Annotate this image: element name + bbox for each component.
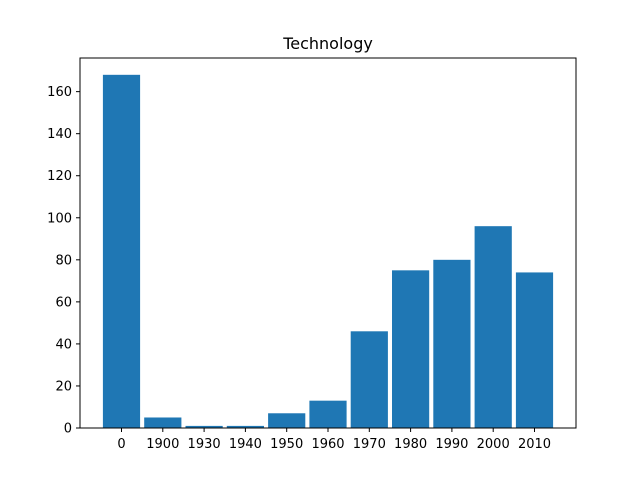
bar-1990 xyxy=(433,259,471,428)
y-tick-label: 160 xyxy=(47,85,72,100)
x-tick-label: 1990 xyxy=(435,437,468,452)
y-tick-label: 60 xyxy=(55,295,72,310)
plot-frame xyxy=(79,57,577,429)
x-tick-label: 1960 xyxy=(311,437,344,452)
bar-1900 xyxy=(144,417,182,428)
bar-1960 xyxy=(309,400,347,428)
y-axis: 0 20 40 60 80 100 120 140 160 xyxy=(47,85,80,437)
bar-1950 xyxy=(268,413,306,428)
y-tick-label: 0 xyxy=(64,422,72,437)
y-tick-label: 100 xyxy=(47,211,72,226)
x-tick-label: 1980 xyxy=(394,437,427,452)
x-tick-label: 1940 xyxy=(229,437,262,452)
x-axis: 0 1900 1930 1940 1950 1960 1970 1980 1990 2000 201… xyxy=(117,428,551,452)
bar-1980 xyxy=(392,270,430,428)
chart-title: Technology xyxy=(282,34,373,53)
y-tick-label: 20 xyxy=(55,379,72,394)
bar-1970 xyxy=(350,331,388,428)
y-tick-label: 120 xyxy=(47,169,72,184)
x-tick-label: 1900 xyxy=(146,437,179,452)
x-tick-label: 2000 xyxy=(477,437,510,452)
bars-group xyxy=(102,74,554,428)
x-tick-label: 1950 xyxy=(270,437,303,452)
bar-2000 xyxy=(474,226,512,428)
x-tick-label: 1930 xyxy=(188,437,221,452)
y-tick-label: 80 xyxy=(55,253,72,268)
x-tick-label: 2010 xyxy=(518,437,551,452)
x-tick-label: 1970 xyxy=(353,437,386,452)
x-tick-label: 0 xyxy=(117,437,125,452)
bar-1930 xyxy=(185,425,223,428)
y-tick-label: 140 xyxy=(47,127,72,142)
y-tick-label: 40 xyxy=(55,337,72,352)
bar-0 xyxy=(102,74,141,428)
bar-2010 xyxy=(515,272,554,428)
bar-1940 xyxy=(226,425,264,428)
